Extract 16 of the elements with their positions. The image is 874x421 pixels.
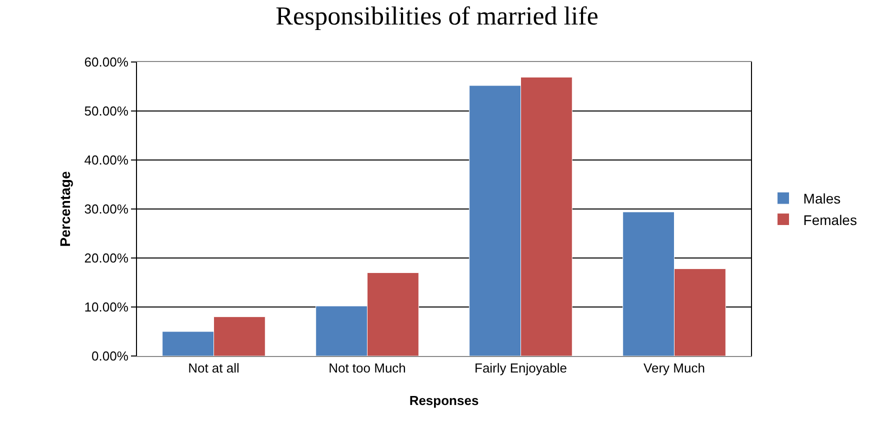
y-tick-label: 60.00% (84, 54, 129, 70)
y-tick-label: 50.00% (84, 104, 129, 119)
y-tick-label: 30.00% (84, 202, 129, 217)
chart-title: Responsibilities of married life (276, 2, 598, 31)
x-tick-label: Not too Much (328, 360, 406, 376)
y-tick-label: 0.00% (92, 348, 129, 364)
x-axis-title: Responses (409, 393, 479, 408)
x-tick-label: Fairly Enjoyable (474, 360, 567, 376)
y-tick-label: 10.00% (84, 300, 129, 315)
y-tick-label: 20.00% (84, 250, 129, 266)
legend-label: Males (803, 190, 841, 207)
y-tick-label: 40.00% (84, 152, 129, 168)
x-tick-label: Very Much (644, 360, 705, 376)
x-tick-label: Not at all (188, 360, 240, 376)
legend-label: Females (803, 212, 857, 228)
y-axis-title: Percentage (56, 171, 73, 247)
